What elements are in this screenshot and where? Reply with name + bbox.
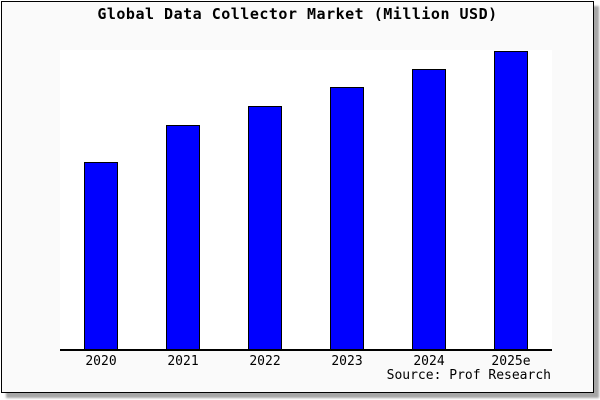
x-axis-label-2020: 2020	[85, 354, 117, 369]
bar-2025e	[494, 51, 528, 349]
bar-2021	[166, 125, 200, 349]
x-axis: 2020 2021 2022 2023 2024 2025e	[60, 354, 552, 370]
bar-2022	[248, 106, 282, 349]
chart-title: Global Data Collector Market (Million US…	[97, 5, 498, 23]
bar-2023	[330, 87, 364, 349]
x-axis-label-2023: 2023	[331, 354, 363, 369]
x-axis-label-2024: 2024	[413, 354, 445, 369]
source-credit: Source: Prof Research	[386, 368, 551, 383]
x-axis-label-2021: 2021	[167, 354, 199, 369]
plot-area	[60, 50, 552, 351]
bar-2020	[84, 162, 118, 349]
x-axis-label-2025e: 2025e	[491, 354, 531, 369]
bar-2024	[412, 69, 446, 349]
x-axis-label-2022: 2022	[249, 354, 281, 369]
chart-panel: Global Data Collector Market (Million US…	[1, 1, 594, 393]
